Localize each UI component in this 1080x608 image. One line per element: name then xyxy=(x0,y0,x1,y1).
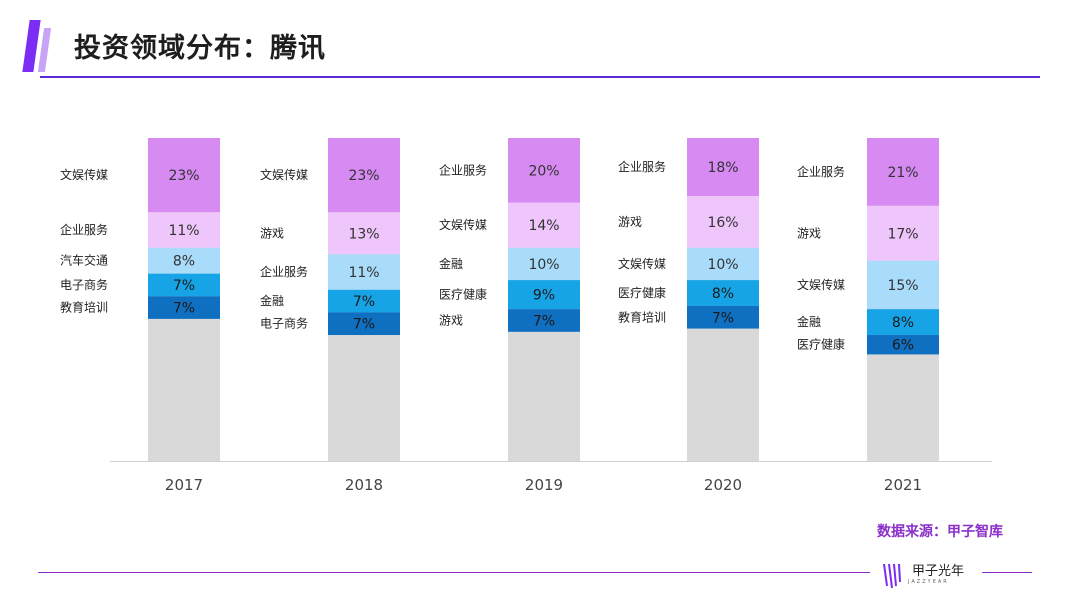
x-tick-label: 2020 xyxy=(704,476,742,494)
bar-2019-segment-5 xyxy=(508,309,580,332)
bar-2020-segment-3 xyxy=(687,247,759,281)
footer-logo: 甲子光年 JAZZYEAR xyxy=(880,560,964,590)
logo-sub: JAZZYEAR xyxy=(908,579,949,585)
bar-2021-segment-5 xyxy=(867,335,939,355)
bar-2019-segment-4 xyxy=(508,280,580,310)
category-label: 金融 xyxy=(797,314,821,329)
category-label: 企业服务 xyxy=(797,164,845,179)
data-label: 10% xyxy=(528,257,559,273)
category-label: 文娱传媒 xyxy=(60,167,108,182)
category-label: 医疗健康 xyxy=(797,337,845,352)
title-divider xyxy=(40,76,1040,78)
data-source: 数据来源：甲子智库 xyxy=(877,524,1003,540)
data-label: 14% xyxy=(528,218,559,234)
category-label: 游戏 xyxy=(439,313,463,327)
bar-2018-segment-1 xyxy=(328,138,400,213)
data-label: 7% xyxy=(353,294,375,310)
category-label: 文娱传媒 xyxy=(439,217,487,232)
footer-divider-left xyxy=(38,572,870,573)
page-title: 投资领域分布：腾讯 xyxy=(74,33,326,64)
data-label: 20% xyxy=(528,163,559,179)
category-label: 教育培训 xyxy=(618,309,666,324)
category-label: 金融 xyxy=(439,256,463,271)
data-label: 11% xyxy=(168,223,199,239)
bar-2017-segment-5 xyxy=(148,296,220,319)
data-label: 7% xyxy=(173,301,195,317)
category-label: 文娱传媒 xyxy=(618,256,666,271)
bar-2019-segment-2 xyxy=(508,202,580,248)
category-label: 教育培训 xyxy=(60,300,108,315)
x-tick-label: 2017 xyxy=(165,476,203,494)
data-label: 7% xyxy=(353,317,375,333)
data-label: 18% xyxy=(707,160,738,176)
bar-2018-segment-5 xyxy=(328,312,400,336)
category-label: 医疗健康 xyxy=(439,287,487,302)
bar-2018-segment-2 xyxy=(328,212,400,255)
category-label: 游戏 xyxy=(618,215,642,229)
bar-2019-segment-1 xyxy=(508,138,580,203)
x-tick-label: 2021 xyxy=(884,476,922,494)
bar-2018-segment-3 xyxy=(328,254,400,290)
data-label: 17% xyxy=(887,226,918,242)
data-label: 21% xyxy=(887,165,918,181)
data-label: 23% xyxy=(348,168,379,184)
bar-2017-segment-1 xyxy=(148,138,220,213)
bar-2020-segment-4 xyxy=(687,280,759,306)
bar-2020-segment-5 xyxy=(687,305,759,329)
data-label: 7% xyxy=(533,313,555,329)
x-tick-label: 2018 xyxy=(345,476,383,494)
data-label: 7% xyxy=(173,278,195,294)
category-label: 企业服务 xyxy=(439,162,487,177)
data-label: 23% xyxy=(168,168,199,184)
category-label: 游戏 xyxy=(797,226,821,240)
data-label: 10% xyxy=(707,257,738,273)
data-label: 7% xyxy=(712,310,734,326)
data-label: 8% xyxy=(712,286,734,302)
data-label: 9% xyxy=(533,288,555,304)
category-label: 医疗健康 xyxy=(618,285,666,300)
data-label: 8% xyxy=(173,254,195,270)
bar-2021-segment-1 xyxy=(867,138,939,206)
category-label: 企业服务 xyxy=(60,222,108,237)
data-label: 6% xyxy=(892,338,914,354)
x-tick-label: 2019 xyxy=(525,476,563,494)
bar-2017-segment-3 xyxy=(148,247,220,274)
category-label: 企业服务 xyxy=(618,159,666,174)
bar-2020-segment-1 xyxy=(687,138,759,197)
category-label: 游戏 xyxy=(260,226,284,240)
bar-2021-segment-4 xyxy=(867,309,939,336)
data-label: 16% xyxy=(707,215,738,231)
data-label: 13% xyxy=(348,226,379,242)
category-label: 文娱传媒 xyxy=(797,277,845,292)
category-label: 汽车交通 xyxy=(60,253,108,268)
data-label: 11% xyxy=(348,265,379,281)
category-label: 电子商务 xyxy=(260,316,308,331)
bar-2017-segment-2 xyxy=(148,212,220,248)
bar-2021-segment-2 xyxy=(867,205,939,261)
bar-2020-segment-2 xyxy=(687,196,759,248)
bar-2019-segment-3 xyxy=(508,247,580,281)
logo-name: 甲子光年 xyxy=(912,564,965,579)
category-label: 电子商务 xyxy=(60,277,108,292)
bar-2021-segment-3 xyxy=(867,260,939,310)
logo-mark-icon xyxy=(883,563,901,589)
bar-2018-segment-4 xyxy=(328,289,400,313)
category-label: 企业服务 xyxy=(260,264,308,279)
bar-2017-segment-4 xyxy=(148,273,220,297)
category-label: 文娱传媒 xyxy=(260,167,308,182)
data-label: 15% xyxy=(887,278,918,294)
footer-divider-right xyxy=(982,572,1032,573)
data-label: 8% xyxy=(892,315,914,331)
stacked-bar-chart: 23% 文娱传媒 11% 企业服务 8% 汽车交通 7% 电子商务 7% 教育培训 2017 23% 文… xyxy=(60,138,992,494)
category-label: 金融 xyxy=(260,293,284,308)
